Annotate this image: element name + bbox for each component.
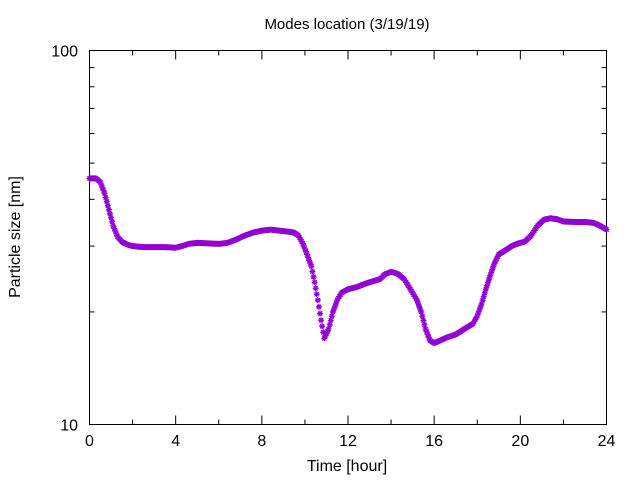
data-point [97, 179, 104, 186]
data-point [110, 222, 117, 229]
data-points [86, 175, 610, 347]
data-point [489, 266, 496, 273]
data-point [300, 243, 307, 250]
data-point [305, 254, 312, 261]
data-point [102, 194, 109, 201]
data-point [312, 285, 319, 292]
data-point [325, 326, 332, 333]
data-point [111, 225, 118, 232]
data-point [480, 293, 487, 300]
data-point [418, 308, 425, 315]
data-point [475, 310, 482, 317]
data-point [493, 255, 500, 262]
tick-labels: 0 4 8 12 16 20 24 10 100 [51, 44, 615, 451]
x-tick-label: 8 [257, 433, 266, 450]
data-point [478, 300, 485, 307]
chart-title: Modes location (3/19/19) [264, 16, 429, 33]
data-point [323, 330, 330, 337]
data-point [314, 297, 321, 304]
data-point [310, 273, 317, 280]
data-point [603, 226, 610, 233]
data-point [488, 269, 495, 276]
data-point [491, 260, 498, 267]
data-point [492, 257, 499, 264]
data-point [474, 313, 481, 320]
data-point [99, 184, 106, 191]
data-point [324, 328, 331, 335]
data-point [477, 303, 484, 310]
x-tick-label: 24 [598, 433, 616, 450]
data-point [332, 303, 339, 310]
data-point [330, 305, 337, 312]
x-tick-label: 0 [85, 433, 94, 450]
data-point [321, 335, 328, 342]
data-point [101, 190, 108, 197]
data-point [319, 323, 326, 330]
data-point [494, 253, 501, 260]
data-point [419, 313, 426, 320]
data-point [486, 276, 493, 283]
data-point [113, 230, 120, 237]
data-point [109, 218, 116, 225]
data-point [328, 313, 335, 320]
y-tick-label: 10 [60, 418, 78, 435]
data-point [326, 321, 333, 328]
data-point [416, 303, 423, 310]
data-point [322, 332, 329, 339]
x-tick-label: 4 [171, 433, 180, 450]
data-point [479, 297, 486, 304]
data-point [100, 187, 107, 194]
x-axis-label: Time [hour] [307, 458, 387, 475]
x-tick-label: 16 [425, 433, 443, 450]
data-point [301, 245, 308, 252]
data-point [490, 263, 497, 270]
data-point [320, 329, 327, 336]
data-point [327, 317, 334, 324]
data-point [485, 279, 492, 286]
data-point [105, 206, 112, 213]
data-point [482, 286, 489, 293]
data-point [333, 300, 340, 307]
data-point [103, 198, 110, 205]
data-point [313, 291, 320, 298]
data-point [420, 317, 427, 324]
data-point [422, 326, 429, 333]
data-point [302, 248, 309, 255]
axis-ticks [89, 50, 607, 425]
y-tick-label: 100 [51, 44, 78, 61]
data-point [487, 272, 494, 279]
data-point [329, 308, 336, 315]
x-tick-label: 20 [511, 433, 529, 450]
data-point [306, 257, 313, 264]
data-point [108, 214, 115, 221]
data-point [307, 260, 314, 267]
data-point [304, 251, 311, 258]
x-tick-label: 12 [339, 433, 357, 450]
data-point [421, 321, 428, 328]
data-point [415, 300, 422, 307]
data-point [98, 181, 105, 188]
data-point [425, 334, 432, 341]
data-point [483, 282, 490, 289]
data-point [413, 297, 420, 304]
data-point [315, 303, 322, 310]
data-point [311, 279, 318, 286]
data-point [106, 210, 113, 217]
data-point [417, 305, 424, 312]
data-point [423, 328, 430, 335]
data-point [299, 240, 306, 247]
data-point [112, 228, 119, 235]
data-point [424, 331, 431, 338]
data-point [309, 268, 316, 275]
data-point [318, 317, 325, 324]
data-point [308, 263, 315, 270]
data-point [316, 310, 323, 317]
y-axis-label: Particle size [nm] [7, 176, 24, 298]
data-point [104, 202, 111, 209]
data-point [476, 307, 483, 314]
data-point [481, 289, 488, 296]
